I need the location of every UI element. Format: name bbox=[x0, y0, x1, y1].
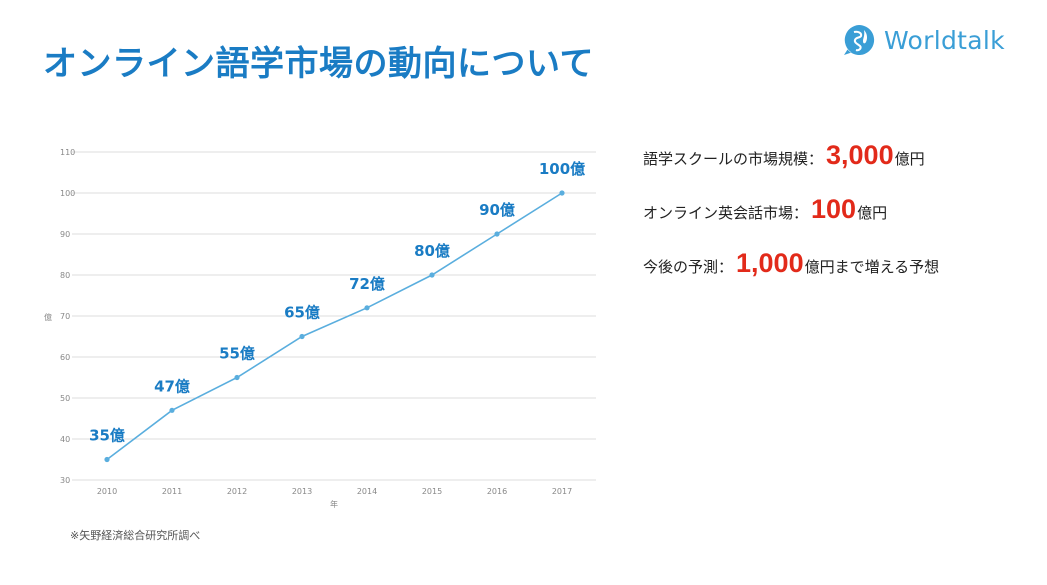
stat-unit: 億円 bbox=[857, 204, 888, 222]
stat-online-market: オンライン英会話市場： 100 億円 bbox=[643, 194, 939, 248]
y-tick-label: 80 bbox=[60, 271, 70, 280]
x-tick-label: 2014 bbox=[357, 487, 377, 496]
market-line-chart: 30 40 50 60 70 80 90 100 110 億 2010 2011 2012 2013 201… bbox=[44, 148, 596, 509]
y-axis-label: 億 bbox=[44, 312, 52, 322]
data-point bbox=[364, 305, 370, 311]
x-tick-label: 2010 bbox=[97, 487, 117, 496]
y-tick-label: 100 bbox=[60, 189, 75, 198]
logo-text: Worldtalk bbox=[884, 25, 1005, 55]
source-note: ※矢野経済総合研究所調べ bbox=[70, 529, 201, 542]
data-label: 65億 bbox=[284, 304, 320, 322]
stats-list: 語学スクールの市場規模： 3,000 億円 オンライン英会話市場： 100 億円… bbox=[643, 140, 939, 302]
data-label: 90億 bbox=[479, 201, 515, 219]
stat-school-market: 語学スクールの市場規模： 3,000 億円 bbox=[643, 140, 939, 194]
x-tick-label: 2013 bbox=[292, 487, 312, 496]
y-tick-label: 110 bbox=[60, 148, 75, 157]
data-point bbox=[234, 374, 240, 381]
x-tick-label: 2012 bbox=[227, 487, 247, 496]
data-label: 100億 bbox=[539, 160, 585, 178]
y-tick-label: 90 bbox=[60, 230, 70, 239]
data-point bbox=[429, 272, 435, 278]
y-tick-label: 60 bbox=[60, 353, 70, 362]
y-tick-label: 70 bbox=[60, 312, 70, 321]
data-point bbox=[559, 190, 565, 196]
stat-label: オンライン英会話市場： bbox=[643, 204, 809, 222]
globe-speech-bubble-icon bbox=[844, 24, 875, 55]
x-tick-label: 2011 bbox=[162, 487, 182, 496]
data-label: 80億 bbox=[414, 242, 450, 260]
stat-value: 1,000 bbox=[736, 248, 804, 278]
stat-label: 今後の予測： bbox=[643, 258, 734, 276]
y-tick-label: 40 bbox=[60, 435, 70, 444]
y-tick-label: 50 bbox=[60, 394, 70, 403]
stat-unit: 億円 bbox=[894, 150, 925, 168]
series-line bbox=[106, 192, 563, 461]
data-label: 47億 bbox=[154, 377, 190, 395]
x-tick-label: 2015 bbox=[422, 487, 442, 496]
data-label: 55億 bbox=[219, 345, 255, 363]
brand-logo: Worldtalk bbox=[842, 20, 1005, 60]
data-label: 35億 bbox=[89, 427, 125, 445]
stat-unit: 億円まで増える予想 bbox=[804, 258, 940, 276]
stat-label: 語学スクールの市場規模： bbox=[643, 150, 824, 168]
y-tick-label: 30 bbox=[60, 476, 70, 485]
page-title: オンライン語学市場の動向について bbox=[43, 44, 594, 84]
data-point bbox=[299, 333, 305, 340]
data-point bbox=[104, 456, 110, 463]
x-tick-label: 2017 bbox=[552, 487, 572, 496]
x-axis-label: 年 bbox=[330, 499, 338, 509]
stat-value: 3,000 bbox=[826, 140, 894, 170]
x-tick-label: 2016 bbox=[487, 487, 507, 496]
stat-value: 100 bbox=[811, 194, 857, 224]
data-point bbox=[169, 407, 175, 413]
stat-forecast: 今後の予測： 1,000 億円まで増える予想 bbox=[643, 248, 939, 302]
data-point bbox=[494, 231, 500, 237]
data-label: 72億 bbox=[349, 275, 385, 293]
